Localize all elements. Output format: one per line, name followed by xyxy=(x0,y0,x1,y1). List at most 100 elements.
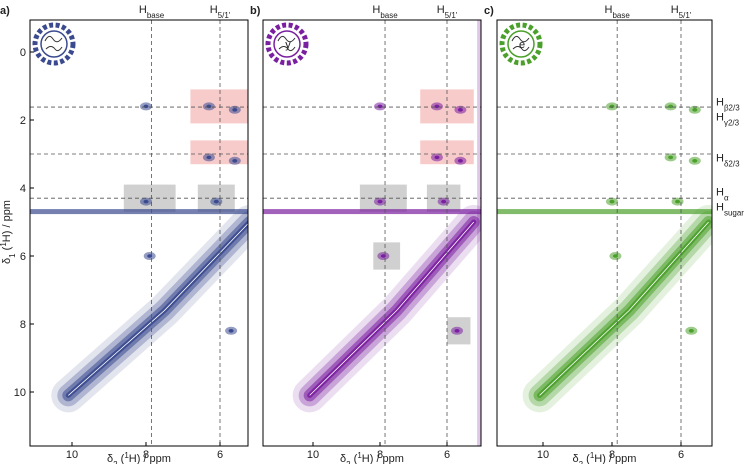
top-label: H5/1' xyxy=(671,4,692,20)
x-axis-label: δ2 (1H) / ppm xyxy=(107,451,171,464)
cross-peak-core xyxy=(668,155,674,160)
top-label-main: H xyxy=(605,4,613,16)
top-label: H5/1' xyxy=(210,4,231,20)
cross-peak-core xyxy=(457,159,463,163)
y-tick-label: 10 xyxy=(14,387,26,399)
rest: H) / ppm xyxy=(129,453,171,464)
sym: δ xyxy=(573,453,579,464)
icon-chain xyxy=(44,35,63,52)
cross-peak-core xyxy=(377,104,383,109)
top-label: Hbase xyxy=(605,4,631,20)
cross-peak-core xyxy=(213,199,219,204)
cross-peak-core xyxy=(143,104,149,109)
right-label-main: H xyxy=(716,96,724,108)
right-label: Hsugar xyxy=(716,202,744,218)
cross-peak-core xyxy=(380,254,386,258)
cross-peak-core xyxy=(688,329,694,333)
right-label-main: H xyxy=(716,186,724,198)
panel-label: b) xyxy=(250,5,261,17)
sup: 1 xyxy=(357,451,362,460)
sup: 1 xyxy=(590,451,595,460)
sym: δ xyxy=(340,453,346,464)
cross-peak-core xyxy=(147,254,153,258)
x-tick-label: 10 xyxy=(66,449,78,461)
cross-peak-core xyxy=(454,329,460,333)
x-tick-label: 10 xyxy=(537,449,549,461)
right-label-sub: α xyxy=(724,193,729,202)
top-label-sub: 5/1' xyxy=(218,11,231,20)
open: ( xyxy=(583,453,590,464)
cross-peak-core xyxy=(206,104,212,109)
top-label-main: H xyxy=(372,4,380,16)
x-axis-label: δ2 (1H) / ppm xyxy=(340,451,404,464)
right-label: Hγ2/3 xyxy=(716,112,740,128)
diagonal-contour xyxy=(68,223,248,396)
sub: 2 xyxy=(579,460,584,464)
panel-label: a) xyxy=(0,5,10,17)
cross-peak-core xyxy=(675,199,681,204)
icon-gear xyxy=(265,22,309,66)
right-label-sub: sugar xyxy=(724,208,744,217)
x-tick-label: 6 xyxy=(678,449,684,461)
right-label: Hδ2/3 xyxy=(716,152,740,168)
cross-peak-core xyxy=(232,159,238,163)
y-tick-label: 0 xyxy=(20,47,26,59)
cross-peak-core xyxy=(668,104,674,109)
water-line xyxy=(30,209,248,215)
x-tick-label: 8 xyxy=(609,449,615,461)
cross-peak-core xyxy=(377,199,383,204)
open: ( xyxy=(351,453,358,464)
cross-peak-core xyxy=(228,329,234,333)
spectrum xyxy=(497,102,712,413)
x-tick-label: 6 xyxy=(217,449,223,461)
sup: 1 xyxy=(124,451,129,460)
top-label: H5/1' xyxy=(437,4,458,20)
y-tick-label: 6 xyxy=(20,251,26,263)
cross-peak-core xyxy=(612,254,618,258)
diagonal-contour xyxy=(539,221,709,396)
icon-chain xyxy=(277,35,296,52)
x-tick-label: 6 xyxy=(444,449,450,461)
open: ( xyxy=(118,453,125,464)
edge-band xyxy=(477,20,481,446)
top-label-main: H xyxy=(210,4,218,16)
y-axis-label: δ1 (1H) / ppm xyxy=(0,200,17,264)
top-label-sub: base xyxy=(612,11,630,20)
region-box xyxy=(190,89,248,124)
spectrum xyxy=(263,20,481,446)
cross-peak-core xyxy=(434,155,440,160)
sub: 1 xyxy=(8,253,17,258)
rest: H) / ppm xyxy=(1,200,13,242)
top-label-main: H xyxy=(671,4,679,16)
spectrum xyxy=(30,79,261,413)
top-label-sub: 5/1' xyxy=(679,11,692,20)
y-tick-label: 8 xyxy=(20,319,26,331)
right-label-sub: δ2/3 xyxy=(724,159,740,168)
top-label: Hbase xyxy=(139,4,165,20)
right-label: Hα xyxy=(716,186,729,202)
right-label-sub: γ2/3 xyxy=(724,118,740,127)
cross-peak-core xyxy=(143,199,149,204)
cross-peak-core xyxy=(692,159,698,163)
sub: 2 xyxy=(113,460,118,464)
plot-frame xyxy=(496,19,713,447)
edge-band-core xyxy=(257,79,261,307)
icon-letter: y xyxy=(285,39,291,51)
x-tick-label: 10 xyxy=(307,449,319,461)
top-label: Hbase xyxy=(372,4,398,20)
right-label-main: H xyxy=(716,202,724,214)
sup: 1 xyxy=(0,242,8,247)
top-label-sub: 5/1' xyxy=(445,11,458,20)
sym: δ xyxy=(107,453,113,464)
rest: H) / ppm xyxy=(594,453,636,464)
top-label-sub: base xyxy=(147,11,165,20)
water-line xyxy=(263,209,481,215)
icon-gear xyxy=(32,22,76,66)
sub: 2 xyxy=(346,460,351,464)
cross-peak-core xyxy=(434,104,440,109)
cross-peak-core xyxy=(232,108,238,112)
plot-frame xyxy=(262,19,482,447)
top-label-main: H xyxy=(139,4,147,16)
right-label-main: H xyxy=(716,112,724,124)
icon-letter: e xyxy=(519,39,525,51)
